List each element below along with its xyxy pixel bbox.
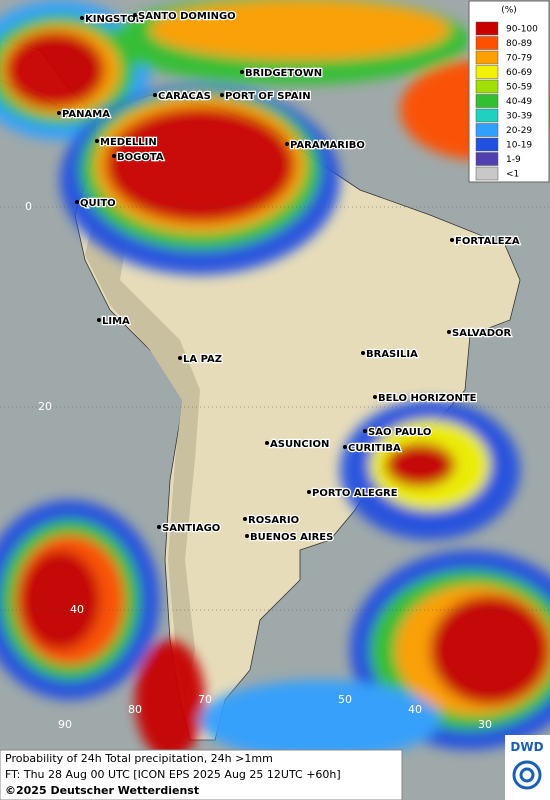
legend-label: 1-9	[506, 155, 521, 165]
longitude-label: 80	[128, 703, 142, 716]
legend-label: 20-29	[506, 126, 532, 136]
city-dot	[80, 16, 84, 20]
city-label: LA PAZ	[183, 354, 222, 365]
city-label: ASUNCION	[270, 439, 329, 450]
city-dot	[285, 142, 289, 146]
legend-swatch	[475, 50, 499, 65]
legend-swatch	[475, 21, 499, 36]
city-label: CURITIBA	[348, 443, 401, 454]
latitude-label: 40	[70, 603, 84, 616]
city-dot	[361, 351, 365, 355]
city-label: PARAMARIBO	[290, 140, 365, 151]
legend-swatch	[475, 94, 499, 108]
logo-text: DWD	[510, 740, 543, 754]
latitude-label: 0	[25, 200, 32, 213]
legend-label: 90-100	[506, 25, 538, 35]
city-label: SALVADOR	[452, 328, 512, 339]
city-dot	[450, 238, 454, 242]
city-label: SANTIAGO	[162, 523, 220, 534]
city-dot	[220, 93, 224, 97]
legend-label: 30-39	[506, 112, 532, 122]
legend-label: 80-89	[506, 39, 532, 49]
city-dot	[307, 490, 311, 494]
legend: 90-100 80-89 70-79 60-69 50-59 40-49 30-39 20-2…	[475, 21, 538, 181]
city-label: KINGSTON	[85, 14, 144, 25]
footer-box	[0, 749, 403, 800]
city-dot	[178, 356, 182, 360]
legend-swatch	[475, 166, 499, 181]
city-dot	[133, 13, 137, 17]
logo-icon	[512, 760, 542, 790]
legend-swatch	[475, 137, 499, 152]
city-label: PANAMA	[62, 109, 110, 120]
city-dot	[157, 525, 161, 529]
legend-swatch	[475, 65, 499, 79]
city-label: SAO PAULO	[368, 427, 431, 438]
city-label: ROSARIO	[248, 515, 299, 526]
legend-title: (%)	[501, 6, 517, 16]
city-label: SANTO DOMINGO	[138, 11, 236, 22]
city-dot	[245, 534, 249, 538]
legend-swatch	[475, 36, 499, 50]
city-dot	[75, 200, 79, 204]
legend-label: 50-59	[506, 83, 532, 93]
city-label: BUENOS AIRES	[250, 532, 333, 543]
longitude-label: 40	[408, 703, 422, 716]
city-dot	[373, 395, 377, 399]
precipitation	[0, 0, 550, 760]
andes	[85, 190, 200, 700]
legend-label: 40-49	[506, 97, 532, 107]
city-dot	[240, 70, 244, 74]
city-dot	[243, 517, 247, 521]
city-label: PORT OF SPAIN	[225, 91, 311, 102]
city-dot	[447, 330, 451, 334]
legend-label: 10-19	[506, 141, 532, 151]
legend-swatch	[475, 108, 499, 123]
city-label: CARACAS	[158, 91, 211, 102]
footer-line: Probability of 24h Total precipitation, …	[5, 752, 273, 765]
city-label: LIMA	[102, 316, 130, 327]
city-dot	[343, 445, 347, 449]
longitude-label: 50	[338, 693, 352, 706]
city-label: BRIDGETOWN	[245, 68, 322, 79]
city-label: BRASILIA	[366, 349, 418, 360]
city-dot	[112, 154, 116, 158]
legend-swatch	[475, 123, 499, 137]
longitude-label: 30	[478, 718, 492, 731]
city-dot	[153, 93, 157, 97]
legend-label: 60-69	[506, 68, 532, 78]
city-label: BELO HORIZONTE	[378, 393, 477, 404]
city-label: BOGOTA	[117, 152, 164, 163]
city-label: FORTALEZA	[455, 236, 520, 247]
city-dot	[363, 429, 367, 433]
latitude-label: 20	[38, 400, 52, 413]
city-dot	[95, 139, 99, 143]
legend-swatch	[475, 79, 499, 94]
city-label: QUITO	[80, 198, 116, 209]
city-dot	[57, 111, 61, 115]
city-dot	[97, 318, 101, 322]
legend-swatch	[475, 152, 499, 166]
city-label: MEDELLIN	[100, 137, 157, 148]
city-label: PORTO ALEGRE	[312, 488, 398, 499]
longitude-label: 90	[58, 718, 72, 731]
legend-label: 70-79	[506, 54, 532, 64]
legend-label: <1	[506, 170, 519, 180]
footer-line: FT: Thu 28 Aug 00 UTC [ICON EPS 2025 Aug…	[5, 768, 341, 781]
footer-line: ©2025 Deutscher Wetterdienst	[5, 784, 199, 797]
logo-icon	[519, 767, 535, 783]
longitude-label: 70	[198, 693, 212, 706]
city-dot	[265, 441, 269, 445]
